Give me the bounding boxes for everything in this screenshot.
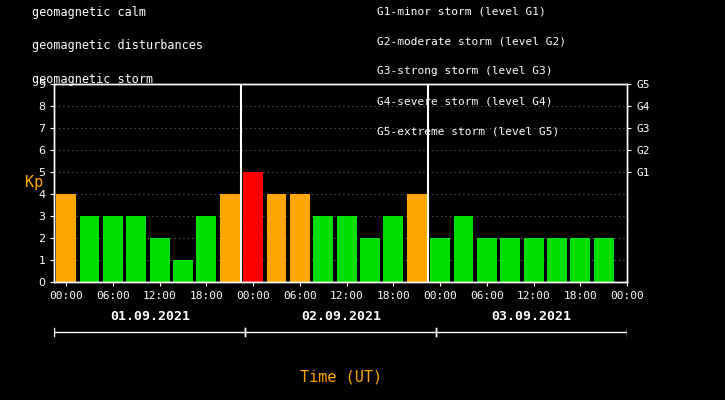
Bar: [126, 216, 146, 282]
Bar: [384, 216, 403, 282]
Text: geomagnetic disturbances: geomagnetic disturbances: [32, 40, 203, 52]
Text: G5-extreme storm (level G5): G5-extreme storm (level G5): [377, 126, 559, 136]
Bar: [454, 216, 473, 282]
Bar: [290, 194, 310, 282]
Bar: [430, 238, 450, 282]
Text: G3-strong storm (level G3): G3-strong storm (level G3): [377, 66, 552, 76]
Bar: [56, 194, 76, 282]
Text: G2-moderate storm (level G2): G2-moderate storm (level G2): [377, 36, 566, 46]
Bar: [220, 194, 240, 282]
Text: geomagnetic calm: geomagnetic calm: [32, 6, 146, 19]
Bar: [173, 260, 193, 282]
Text: 02.09.2021: 02.09.2021: [301, 310, 381, 322]
Bar: [594, 238, 613, 282]
Bar: [267, 194, 286, 282]
Bar: [336, 216, 357, 282]
Text: geomagnetic storm: geomagnetic storm: [32, 73, 153, 86]
Bar: [243, 172, 263, 282]
Bar: [80, 216, 99, 282]
Y-axis label: Kp: Kp: [25, 176, 44, 190]
Text: 03.09.2021: 03.09.2021: [492, 310, 572, 322]
Bar: [477, 238, 497, 282]
Bar: [500, 238, 520, 282]
Text: G4-severe storm (level G4): G4-severe storm (level G4): [377, 96, 552, 106]
Text: G1-minor storm (level G1): G1-minor storm (level G1): [377, 6, 546, 16]
Bar: [523, 238, 544, 282]
Bar: [103, 216, 123, 282]
Bar: [360, 238, 380, 282]
Bar: [571, 238, 590, 282]
Bar: [149, 238, 170, 282]
Bar: [407, 194, 426, 282]
Bar: [313, 216, 334, 282]
Bar: [547, 238, 567, 282]
Bar: [196, 216, 216, 282]
Text: 01.09.2021: 01.09.2021: [109, 310, 190, 322]
Text: Time (UT): Time (UT): [299, 369, 382, 384]
